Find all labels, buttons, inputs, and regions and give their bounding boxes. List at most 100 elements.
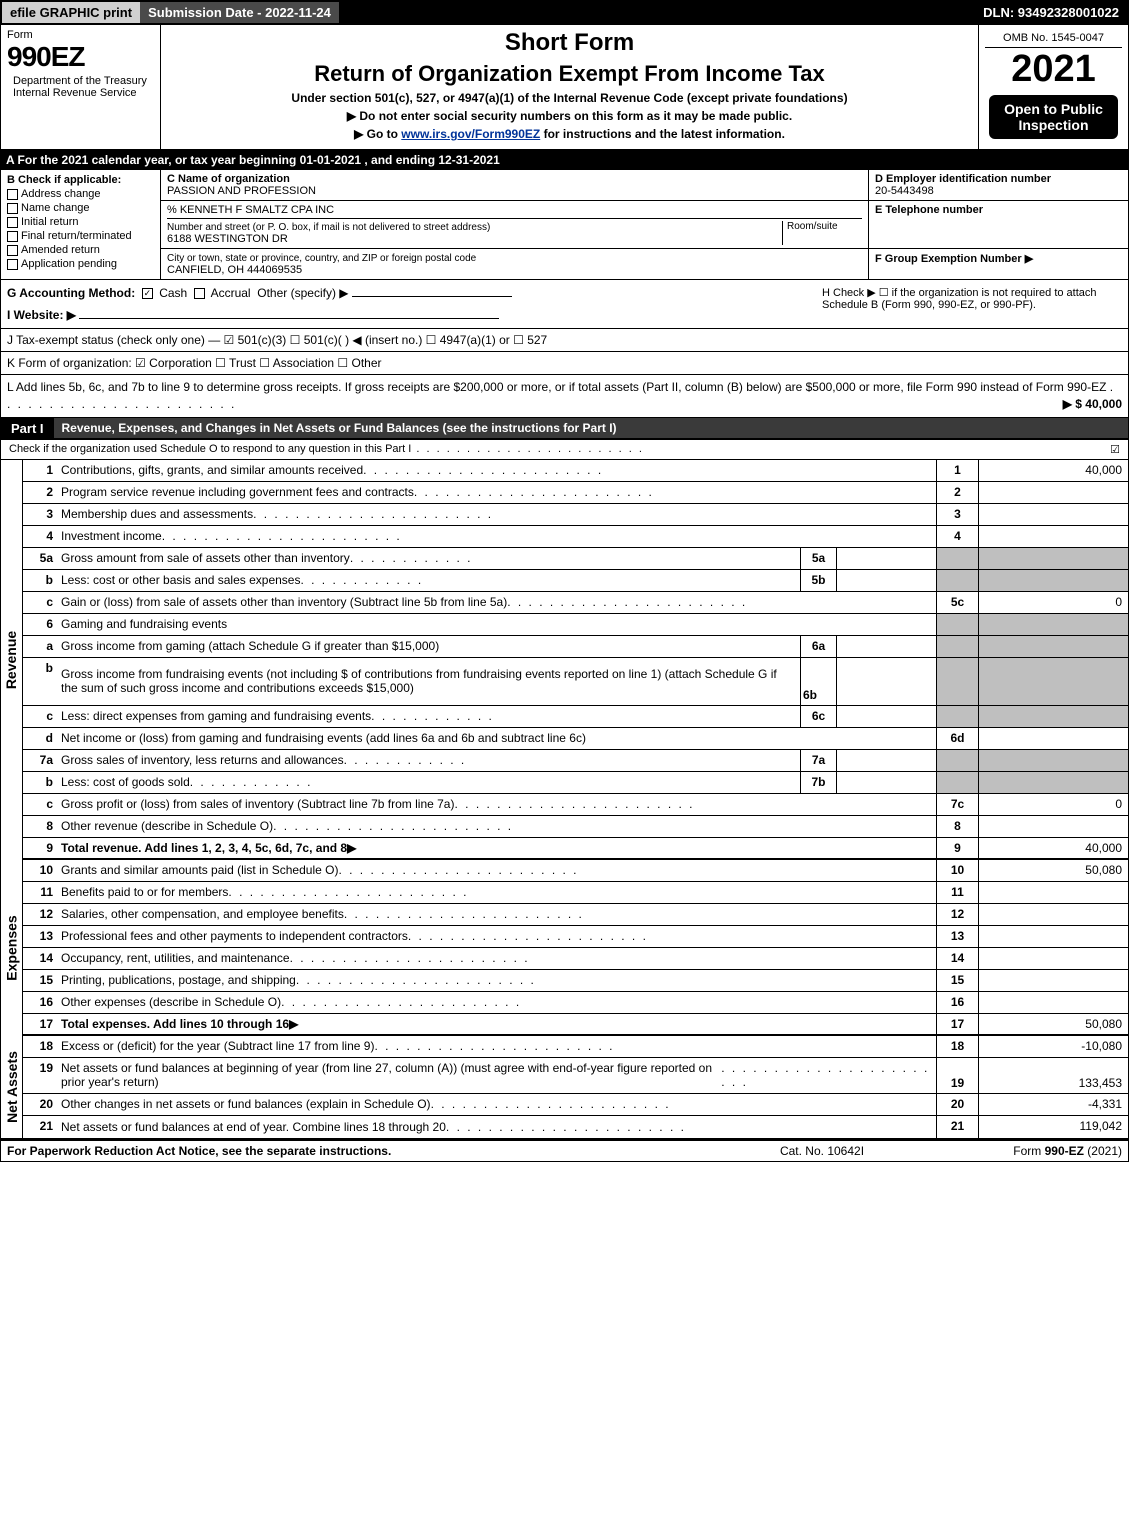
irs-instructions-link[interactable]: www.irs.gov/Form990EZ: [401, 127, 540, 141]
line-5b-value: [836, 570, 936, 591]
right-block: OMB No. 1545-0047 2021 Open to Public In…: [978, 25, 1128, 149]
expenses-lines: 10 Grants and similar amounts paid (list…: [23, 860, 1128, 1036]
line-17-value: 50,080: [978, 1014, 1128, 1034]
other-method-input[interactable]: [352, 296, 512, 297]
line-5c: c Gain or (loss) from sale of assets oth…: [23, 592, 1128, 614]
title-block: Short Form Return of Organization Exempt…: [161, 25, 978, 149]
E-label: E Telephone number: [875, 204, 1122, 216]
room-suite-label: Room/suite: [782, 221, 862, 245]
expenses-side-label: Expenses: [1, 860, 23, 1036]
line-1-value: 40,000: [978, 460, 1128, 481]
note2-pre: ▶ Go to: [354, 127, 401, 141]
line-11-value: [978, 882, 1128, 903]
line-6c-value: [836, 706, 936, 727]
row-L-gross-receipts: L Add lines 5b, 6c, and 7b to line 9 to …: [0, 375, 1129, 418]
line-18: 18 Excess or (deficit) for the year (Sub…: [23, 1036, 1128, 1058]
line-20: 20 Other changes in net assets or fund b…: [23, 1094, 1128, 1116]
net-assets-section: Net Assets 18 Excess or (deficit) for th…: [0, 1036, 1129, 1139]
net-assets-lines: 18 Excess or (deficit) for the year (Sub…: [23, 1036, 1128, 1138]
row-I: I Website: ▶: [7, 308, 822, 322]
cell-C-name: C Name of organization PASSION AND PROFE…: [161, 170, 868, 200]
I-label: I Website: ▶: [7, 308, 76, 322]
line-20-value: -4,331: [978, 1094, 1128, 1115]
instructions-link-line: ▶ Go to www.irs.gov/Form990EZ for instru…: [167, 127, 972, 141]
line-4-value: [978, 526, 1128, 547]
G-label: G Accounting Method:: [7, 286, 135, 300]
line-16: 16 Other expenses (describe in Schedule …: [23, 992, 1128, 1014]
column-B-checkboxes: B Check if applicable: Address change Na…: [1, 170, 161, 279]
line-6c: c Less: direct expenses from gaming and …: [23, 706, 1128, 728]
check-application-pending[interactable]: Application pending: [7, 258, 154, 270]
line-7c-value: 0: [978, 794, 1128, 815]
line-7b: b Less: cost of goods sold 7b: [23, 772, 1128, 794]
line-21-value: 119,042: [978, 1116, 1128, 1138]
row-J-tax-exempt-status: J Tax-exempt status (check only one) — ☑…: [0, 329, 1129, 352]
line-5c-value: 0: [978, 592, 1128, 613]
revenue-side-label: Revenue: [1, 460, 23, 860]
form-header: Form 990EZ Department of the Treasury In…: [0, 25, 1129, 150]
line-2: 2 Program service revenue including gove…: [23, 482, 1128, 504]
line-19-value: 133,453: [978, 1058, 1128, 1093]
line-1: 1 Contributions, gifts, grants, and simi…: [23, 460, 1128, 482]
line-12-value: [978, 904, 1128, 925]
cell-C-street: % KENNETH F SMALTZ CPA INC Number and st…: [161, 201, 868, 248]
line-3: 3 Membership dues and assessments 3: [23, 504, 1128, 526]
line-6b-value: [836, 658, 936, 705]
check-initial-return[interactable]: Initial return: [7, 216, 154, 228]
line-15: 15 Printing, publications, postage, and …: [23, 970, 1128, 992]
row-GI-left: G Accounting Method: ✓ Cash Accrual Othe…: [7, 286, 822, 322]
form-id-block: Form 990EZ Department of the Treasury In…: [1, 25, 161, 149]
line-7a: 7a Gross sales of inventory, less return…: [23, 750, 1128, 772]
check-name-change[interactable]: Name change: [7, 202, 154, 214]
part1-tag: Part I: [1, 418, 54, 439]
part1-subtext-row: Check if the organization used Schedule …: [0, 440, 1129, 460]
cat-no: Cat. No. 10642I: [722, 1144, 922, 1158]
line-13-value: [978, 926, 1128, 947]
care-of: % KENNETH F SMALTZ CPA INC: [167, 204, 862, 216]
form-ref: Form 990-EZ (2021): [922, 1144, 1122, 1158]
B-label: B Check if applicable:: [7, 174, 154, 186]
part1-schedule-o-checkbox[interactable]: ☑: [1102, 443, 1120, 456]
line-6a-value: [836, 636, 936, 657]
org-name: PASSION AND PROFESSION: [167, 185, 862, 197]
F-label: F Group Exemption Number ▶: [875, 252, 1122, 265]
line-8-value: [978, 816, 1128, 837]
line-19: 19 Net assets or fund balances at beginn…: [23, 1058, 1128, 1094]
top-bar-fill: [339, 2, 975, 23]
line-7b-value: [836, 772, 936, 793]
D-label: D Employer identification number: [875, 173, 1122, 185]
line-15-value: [978, 970, 1128, 991]
line-2-value: [978, 482, 1128, 503]
line-10-value: 50,080: [978, 860, 1128, 881]
ssn-warning: ▶ Do not enter social security numbers o…: [167, 109, 972, 123]
omb-number: OMB No. 1545-0047: [985, 29, 1122, 48]
check-final-return[interactable]: Final return/terminated: [7, 230, 154, 242]
line-6d-value: [978, 728, 1128, 749]
street-value: 6188 WESTINGTON DR: [167, 233, 288, 245]
top-bar: efile GRAPHIC print Submission Date - 20…: [0, 0, 1129, 25]
check-amended-return[interactable]: Amended return: [7, 244, 154, 256]
cell-C-city: City or town, state or province, country…: [161, 249, 868, 279]
L-amount: ▶ $ 40,000: [1063, 396, 1122, 413]
C-label: C Name of organization: [167, 173, 862, 185]
line-13: 13 Professional fees and other payments …: [23, 926, 1128, 948]
line-21: 21 Net assets or fund balances at end of…: [23, 1116, 1128, 1138]
cell-E: E Telephone number: [868, 201, 1128, 248]
website-input[interactable]: [79, 318, 499, 319]
line-8: 8 Other revenue (describe in Schedule O)…: [23, 816, 1128, 838]
row-K-form-of-org: K Form of organization: ☑ Corporation ☐ …: [0, 352, 1129, 375]
efile-print-label[interactable]: efile GRAPHIC print: [2, 2, 140, 23]
line-5a-value: [836, 548, 936, 569]
check-address-change[interactable]: Address change: [7, 188, 154, 200]
line-6d: d Net income or (loss) from gaming and f…: [23, 728, 1128, 750]
section-BCDEF: B Check if applicable: Address change Na…: [0, 170, 1129, 280]
cell-F: F Group Exemption Number ▶: [868, 249, 1128, 279]
line-11: 11 Benefits paid to or for members 11: [23, 882, 1128, 904]
line-18-value: -10,080: [978, 1036, 1128, 1057]
check-accrual[interactable]: [194, 288, 205, 299]
line-6b: b Gross income from fundraising events (…: [23, 658, 1128, 706]
form-number: 990EZ: [7, 41, 154, 73]
main-title: Return of Organization Exempt From Incom…: [167, 61, 972, 87]
check-cash[interactable]: ✓: [142, 288, 153, 299]
line-14: 14 Occupancy, rent, utilities, and maint…: [23, 948, 1128, 970]
